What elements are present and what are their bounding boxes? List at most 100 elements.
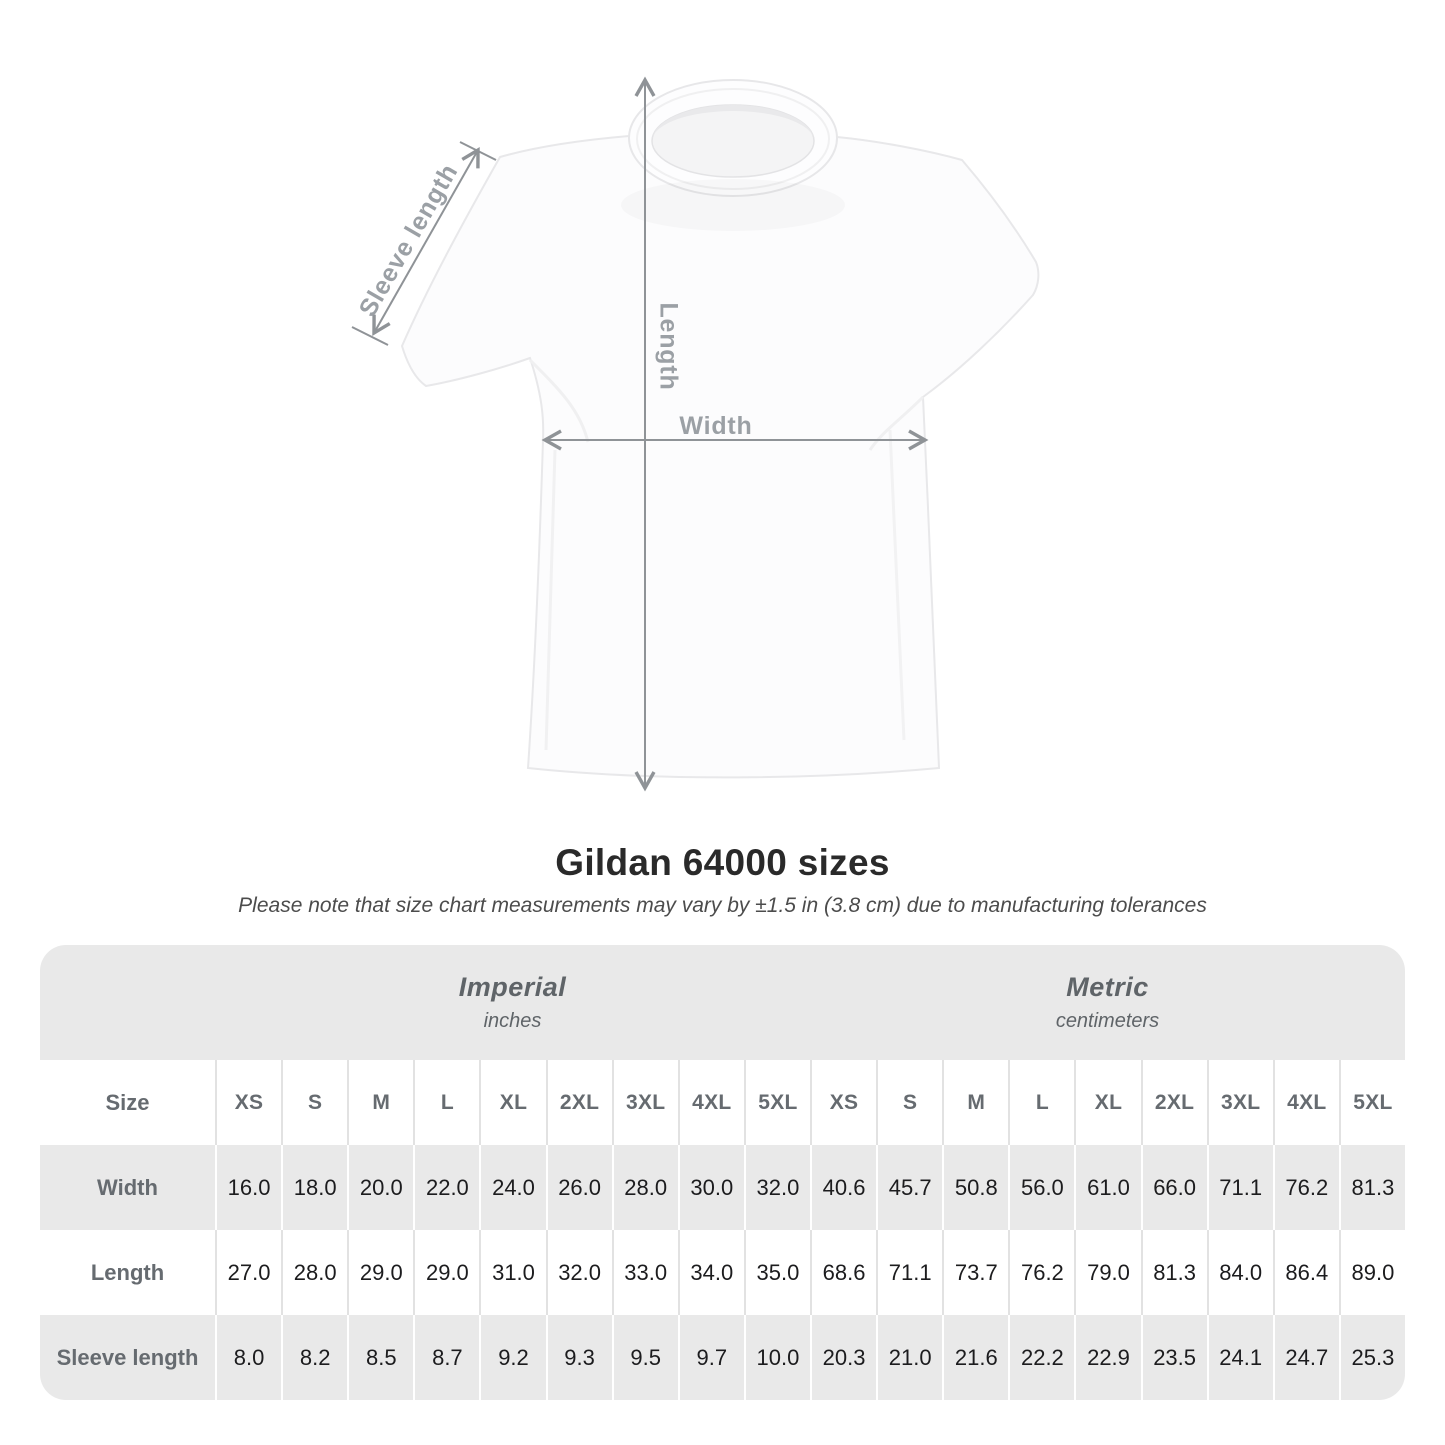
size-col-header: 5XL bbox=[1338, 1060, 1405, 1145]
sleeve-arrow-end-tick bbox=[459, 141, 497, 161]
value-cell: 28.0 bbox=[611, 1145, 678, 1230]
length-label: Length bbox=[654, 302, 683, 391]
value-cell: 20.3 bbox=[810, 1315, 876, 1400]
page-title: Gildan 64000 sizes bbox=[555, 842, 890, 883]
size-col-header: L bbox=[1008, 1060, 1074, 1145]
value-cell: 8.2 bbox=[281, 1315, 347, 1400]
sleeve-row-label: Sleeve length bbox=[56, 1344, 199, 1370]
tshirt-graphic bbox=[351, 76, 1040, 792]
value-cell: 34.0 bbox=[677, 1230, 744, 1315]
value-cell: 10.0 bbox=[743, 1315, 810, 1400]
value-cell: 32.0 bbox=[545, 1230, 612, 1315]
value-cell: 8.5 bbox=[347, 1315, 413, 1400]
measurement-arrows bbox=[351, 76, 929, 792]
size-col-header: XL bbox=[1074, 1060, 1140, 1145]
size-col-header: L bbox=[413, 1060, 479, 1145]
tshirt-diagram: Sleeve length Length Width bbox=[351, 76, 1040, 792]
width-label: Width bbox=[679, 412, 753, 440]
value-cell: 21.0 bbox=[876, 1315, 942, 1400]
value-cell: 66.0 bbox=[1140, 1145, 1207, 1230]
value-cell: 86.4 bbox=[1272, 1230, 1339, 1315]
value-cell: 61.0 bbox=[1074, 1145, 1140, 1230]
size-col-header: 4XL bbox=[1272, 1060, 1339, 1145]
value-cell: 24.0 bbox=[479, 1145, 545, 1230]
value-cell: 23.5 bbox=[1140, 1315, 1207, 1400]
imperial-title: Imperial bbox=[458, 972, 567, 1002]
size-table: Imperial inches Metric centimeters Size … bbox=[40, 945, 1405, 1400]
value-cell: 84.0 bbox=[1206, 1230, 1273, 1315]
size-col-header: M bbox=[347, 1060, 413, 1145]
size-col-header: XS bbox=[810, 1060, 876, 1145]
imperial-unit: inches bbox=[483, 1010, 542, 1032]
value-cell: 71.1 bbox=[876, 1230, 942, 1315]
size-col-header: 3XL bbox=[611, 1060, 678, 1145]
tolerance-note: Please note that size chart measurements… bbox=[238, 894, 1207, 917]
sleeve-length-row: Sleeve length 8.0 8.2 8.5 8.7 9.2 9.3 9.… bbox=[40, 1315, 1405, 1400]
value-cell: 20.0 bbox=[347, 1145, 413, 1230]
value-cell: 28.0 bbox=[281, 1230, 347, 1315]
value-cell: 24.1 bbox=[1206, 1315, 1273, 1400]
value-cell: 9.5 bbox=[611, 1315, 678, 1400]
value-cell: 33.0 bbox=[611, 1230, 678, 1315]
value-cell: 30.0 bbox=[677, 1145, 744, 1230]
value-cell: 31.0 bbox=[479, 1230, 545, 1315]
size-col-header: 2XL bbox=[545, 1060, 612, 1145]
size-col-header: 5XL bbox=[743, 1060, 810, 1145]
size-col-header: XL bbox=[479, 1060, 545, 1145]
value-cell: 21.6 bbox=[942, 1315, 1008, 1400]
size-col-header: 4XL bbox=[677, 1060, 744, 1145]
value-cell: 25.3 bbox=[1338, 1315, 1405, 1400]
value-cell: 81.3 bbox=[1140, 1230, 1207, 1315]
metric-unit: centimeters bbox=[1055, 1010, 1160, 1032]
value-cell: 24.7 bbox=[1272, 1315, 1339, 1400]
value-cell: 76.2 bbox=[1272, 1145, 1339, 1230]
value-cell: 35.0 bbox=[743, 1230, 810, 1315]
value-cell: 79.0 bbox=[1074, 1230, 1140, 1315]
sleeve-length-arrow bbox=[372, 146, 480, 337]
size-col-header: 2XL bbox=[1140, 1060, 1207, 1145]
width-row-label: Width bbox=[97, 1174, 158, 1200]
value-cell: 22.2 bbox=[1008, 1315, 1074, 1400]
value-cell: 89.0 bbox=[1338, 1230, 1405, 1315]
value-cell: 81.3 bbox=[1338, 1145, 1405, 1230]
value-cell: 22.9 bbox=[1074, 1315, 1140, 1400]
metric-header: Metric centimeters bbox=[810, 945, 1405, 1060]
value-cell: 22.0 bbox=[413, 1145, 479, 1230]
value-cell: 56.0 bbox=[1008, 1145, 1074, 1230]
size-col-header: XS bbox=[215, 1060, 281, 1145]
value-cell: 50.8 bbox=[942, 1145, 1008, 1230]
length-row: Length 27.0 28.0 29.0 29.0 31.0 32.0 33.… bbox=[40, 1230, 1405, 1315]
value-cell: 29.0 bbox=[413, 1230, 479, 1315]
value-cell: 9.3 bbox=[545, 1315, 612, 1400]
value-cell: 9.2 bbox=[479, 1315, 545, 1400]
size-col-header: S bbox=[876, 1060, 942, 1145]
value-cell: 29.0 bbox=[347, 1230, 413, 1315]
value-cell: 76.2 bbox=[1008, 1230, 1074, 1315]
value-cell: 16.0 bbox=[215, 1145, 281, 1230]
value-cell: 8.0 bbox=[215, 1315, 281, 1400]
size-row-label: Size bbox=[105, 1089, 150, 1115]
value-cell: 71.1 bbox=[1206, 1145, 1273, 1230]
size-header-row: Size XS S M L XL 2XL 3XL 4XL 5XL XS S M … bbox=[40, 1060, 1405, 1145]
unit-header-band: Imperial inches Metric centimeters bbox=[40, 945, 1405, 1060]
size-col-header: S bbox=[281, 1060, 347, 1145]
size-col-header: M bbox=[942, 1060, 1008, 1145]
value-cell: 26.0 bbox=[545, 1145, 612, 1230]
metric-title: Metric bbox=[1066, 972, 1149, 1002]
value-cell: 32.0 bbox=[743, 1145, 810, 1230]
tshirt-shape bbox=[400, 79, 1040, 779]
value-cell: 40.6 bbox=[810, 1145, 876, 1230]
size-col-header: 3XL bbox=[1206, 1060, 1273, 1145]
length-row-label: Length bbox=[90, 1259, 165, 1285]
value-cell: 73.7 bbox=[942, 1230, 1008, 1315]
value-cell: 9.7 bbox=[677, 1315, 744, 1400]
value-cell: 45.7 bbox=[876, 1145, 942, 1230]
value-cell: 27.0 bbox=[215, 1230, 281, 1315]
value-cell: 68.6 bbox=[810, 1230, 876, 1315]
value-cell: 8.7 bbox=[413, 1315, 479, 1400]
width-row: Width 16.0 18.0 20.0 22.0 24.0 26.0 28.0… bbox=[40, 1145, 1405, 1230]
imperial-header: Imperial inches bbox=[215, 945, 810, 1060]
value-cell: 18.0 bbox=[281, 1145, 347, 1230]
sleeve-arrow-end-tick bbox=[351, 326, 389, 346]
